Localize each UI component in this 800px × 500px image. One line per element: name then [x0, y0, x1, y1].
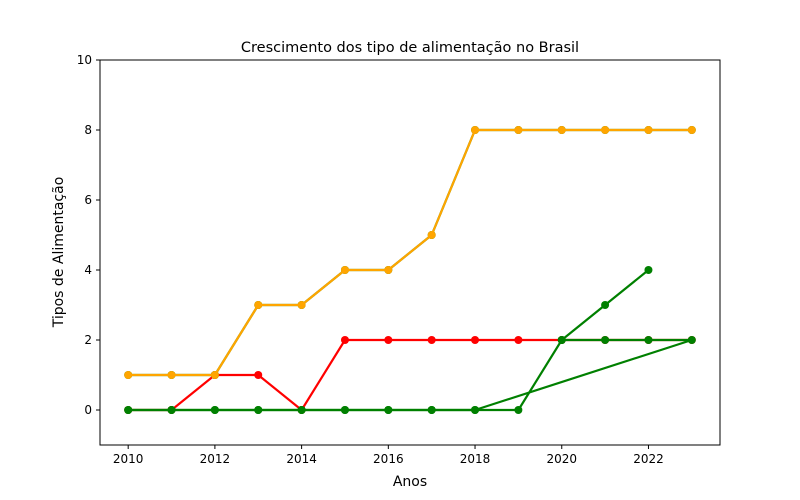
- data-point: [384, 336, 393, 344]
- series-line: [128, 128, 692, 377]
- data-point: [254, 301, 263, 309]
- data-point: [644, 126, 653, 134]
- y-tick-label: 8: [84, 123, 92, 137]
- data-point: [210, 371, 219, 379]
- data-point: [514, 126, 523, 134]
- data-point: [297, 301, 306, 309]
- data-point: [601, 336, 610, 344]
- data-point: [167, 406, 176, 414]
- data-point: [644, 336, 653, 344]
- data-point: [471, 126, 480, 134]
- plot-area-frame: [99, 59, 721, 446]
- series-4: [124, 126, 696, 379]
- data-point: [297, 406, 306, 414]
- y-axis-label: Tipos de Alimentação: [51, 177, 67, 329]
- data-point: [384, 266, 393, 274]
- data-point: [514, 406, 523, 414]
- x-axis-ticks: 2010 2012 2014 2016 2018 2020 2022: [113, 445, 664, 466]
- y-axis-ticks: 0 2 4 6 8 10: [77, 53, 100, 417]
- x-tick-label: 2020: [546, 452, 577, 466]
- data-point: [557, 336, 566, 344]
- x-tick-label: 2022: [633, 452, 664, 466]
- data-point: [254, 406, 263, 414]
- data-point: [471, 336, 480, 344]
- data-point: [340, 336, 349, 344]
- data-point: [384, 406, 393, 414]
- x-axis-label: Anos: [393, 474, 427, 490]
- data-point: [340, 406, 349, 414]
- data-point: [167, 371, 176, 379]
- x-tick-label: 2016: [373, 452, 404, 466]
- data-point: [124, 371, 133, 379]
- data-point: [210, 406, 219, 414]
- data-point: [601, 301, 610, 309]
- y-tick-label: 2: [84, 333, 92, 347]
- data-point: [644, 266, 653, 274]
- data-point: [471, 406, 480, 414]
- y-tick-label: 6: [84, 193, 92, 207]
- data-point: [601, 126, 610, 134]
- y-tick-label: 10: [77, 53, 92, 67]
- data-point: [427, 336, 436, 344]
- y-tick-label: 0: [84, 403, 92, 417]
- data-point: [124, 406, 133, 414]
- chart-title: Crescimento dos tipo de alimentação no B…: [241, 40, 579, 56]
- series-layer: [124, 126, 696, 414]
- x-tick-label: 2012: [200, 452, 231, 466]
- x-tick-label: 2018: [460, 452, 491, 466]
- x-tick-label: 2014: [286, 452, 317, 466]
- data-point: [427, 231, 436, 239]
- data-point: [687, 126, 696, 134]
- data-point: [514, 336, 523, 344]
- data-point: [340, 266, 349, 274]
- x-tick-label: 2010: [113, 452, 144, 466]
- data-point: [254, 371, 263, 379]
- data-point: [427, 406, 436, 414]
- data-point: [687, 336, 696, 344]
- series-2: [124, 336, 696, 414]
- y-tick-label: 4: [84, 263, 92, 277]
- data-point: [557, 126, 566, 134]
